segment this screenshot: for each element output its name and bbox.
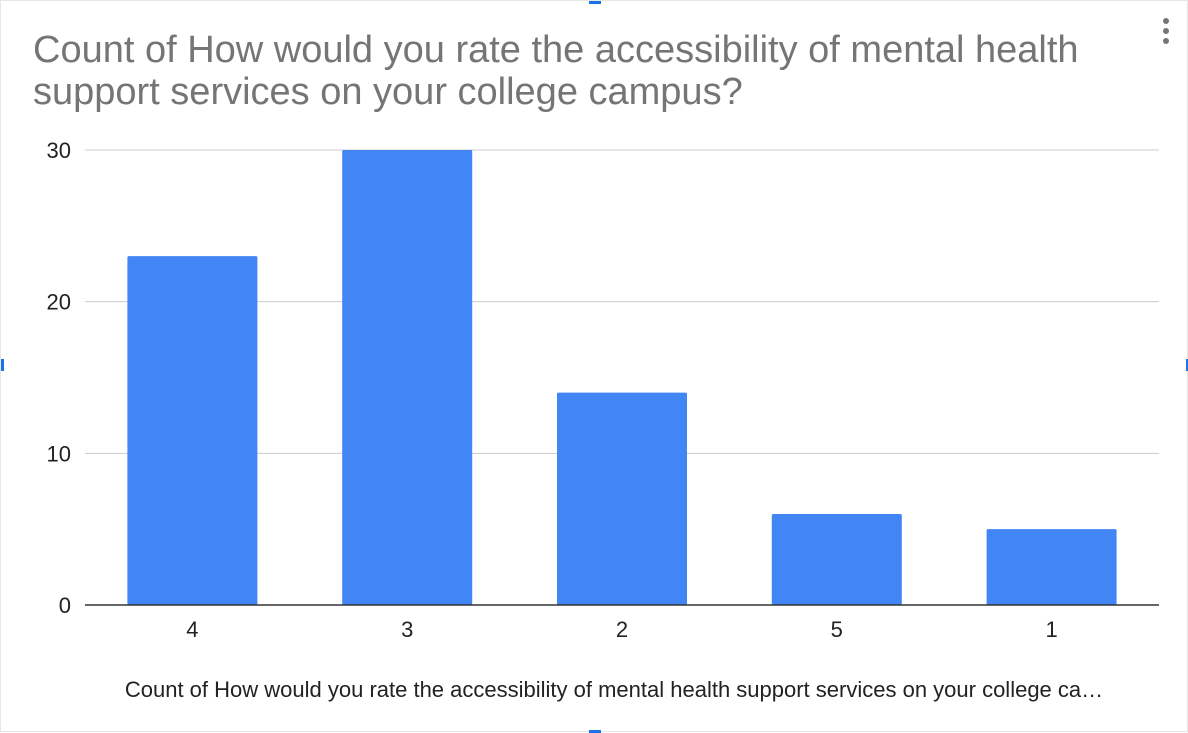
menu-dot: [1163, 38, 1169, 44]
bars: [127, 150, 1117, 605]
bar-2[interactable]: [557, 392, 687, 605]
bar-1[interactable]: [986, 529, 1117, 605]
x-tick-label: 2: [616, 617, 628, 642]
chart-title: Count of How would you rate the accessib…: [33, 29, 1079, 113]
bar-4[interactable]: [127, 256, 258, 605]
x-axis-title: Count of How would you rate the accessib…: [124, 677, 1104, 702]
menu-dot: [1163, 28, 1169, 34]
selection-handle-right[interactable]: [1186, 359, 1188, 371]
menu-dot: [1163, 18, 1169, 24]
bar-5[interactable]: [771, 514, 902, 605]
more-vert-icon[interactable]: [1153, 11, 1179, 51]
x-tick-label: 1: [1045, 617, 1057, 642]
y-tick-label: 20: [47, 290, 71, 315]
y-tick-label: 0: [59, 593, 71, 618]
x-tick-label: 5: [831, 617, 843, 642]
selection-handle-top[interactable]: [589, 1, 601, 4]
y-tick-label: 30: [47, 138, 71, 163]
x-tick-labels: 4 3 2 5 1: [186, 617, 1057, 642]
x-tick-label: 4: [186, 617, 198, 642]
y-tick-labels: 0 10 20 30: [47, 138, 71, 618]
x-tick-label: 3: [401, 617, 413, 642]
bar-3[interactable]: [342, 150, 473, 605]
y-tick-label: 10: [47, 441, 71, 466]
selection-handle-left[interactable]: [1, 359, 4, 371]
